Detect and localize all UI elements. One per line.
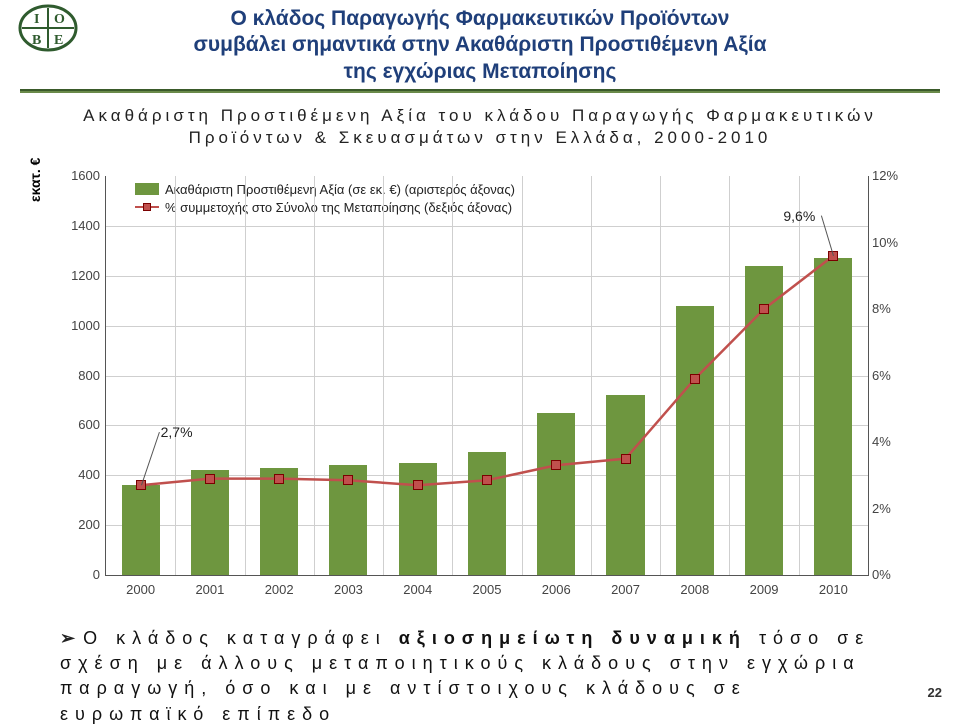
title-line-3: της εγχώριας Μεταποίησης [100, 59, 860, 85]
footer-text-part: Ο κλάδος καταγράφει [83, 628, 399, 648]
y-right-tick: 8% [872, 301, 912, 316]
callout-label: 9,6% [783, 208, 815, 224]
y-right-tick: 10% [872, 235, 912, 250]
slide: I O B E Ο κλάδος Παραγωγής Φαρμακευτικών… [0, 0, 960, 708]
x-tick: 2009 [739, 582, 789, 597]
callout-label: 2,7% [161, 424, 193, 440]
y-left-tick: 400 [54, 467, 100, 482]
title-rule [20, 89, 940, 93]
svg-text:E: E [54, 33, 63, 48]
iobe-logo: I O B E [18, 4, 78, 52]
title-block: Ο κλάδος Παραγωγής Φαρμακευτικών Προϊόντ… [20, 6, 940, 85]
x-tick: 2010 [808, 582, 858, 597]
x-tick: 2005 [462, 582, 512, 597]
line-marker [621, 454, 631, 464]
line-marker [413, 480, 423, 490]
line-marker [551, 460, 561, 470]
title-line-1: Ο κλάδος Παραγωγής Φαρμακευτικών Προϊόντ… [100, 6, 860, 32]
y-right-tick: 12% [872, 168, 912, 183]
line-marker [343, 475, 353, 485]
x-tick: 2001 [185, 582, 235, 597]
x-tick: 2002 [254, 582, 304, 597]
line-marker [136, 480, 146, 490]
chart-subheading-2: Προϊόντων & Σκευασμάτων στην Ελλάδα, 200… [0, 128, 960, 148]
y-right-tick: 6% [872, 368, 912, 383]
y-left-tick: 1600 [54, 168, 100, 183]
bullet-arrow-icon: ➢ [60, 628, 83, 648]
chart: εκατ. € Ακαθάριστη Προστιθέμενη Αξία (σε… [45, 166, 915, 606]
y-left-tick: 1200 [54, 268, 100, 283]
footer-note: ➢Ο κλάδος καταγράφει αξιοσημείωτη δυναμι… [60, 626, 900, 727]
y-left-tick: 600 [54, 417, 100, 432]
svg-text:B: B [32, 33, 41, 48]
plot-area: 020040060080010001200140016000%2%4%6%8%1… [105, 176, 869, 576]
line-marker [690, 374, 700, 384]
svg-text:O: O [54, 12, 65, 27]
x-tick: 2008 [670, 582, 720, 597]
chart-subheading-1: Ακαθάριστη Προστιθέμενη Αξία του κλάδου … [0, 105, 960, 126]
y-axis-label: εκατ. € [27, 158, 43, 202]
y-left-tick: 0 [54, 567, 100, 582]
line-marker [482, 475, 492, 485]
y-right-tick: 0% [872, 567, 912, 582]
y-right-tick: 2% [872, 501, 912, 516]
line-marker [274, 474, 284, 484]
x-tick: 2000 [116, 582, 166, 597]
y-left-tick: 800 [54, 368, 100, 383]
y-right-tick: 4% [872, 434, 912, 449]
x-tick: 2003 [323, 582, 373, 597]
line-marker [759, 304, 769, 314]
title-line-2: συμβάλει σημαντικά στην Ακαθάριστη Προστ… [100, 32, 860, 58]
y-left-tick: 1400 [54, 218, 100, 233]
header: I O B E Ο κλάδος Παραγωγής Φαρμακευτικών… [0, 0, 960, 95]
x-tick: 2004 [393, 582, 443, 597]
x-tick: 2006 [531, 582, 581, 597]
line-series [106, 176, 868, 575]
y-left-tick: 200 [54, 517, 100, 532]
x-tick: 2007 [601, 582, 651, 597]
page-number: 22 [928, 685, 942, 700]
svg-text:I: I [34, 12, 39, 27]
footer-text-part: αξιοσημείωτη δυναμική [399, 628, 747, 648]
line-marker [205, 474, 215, 484]
y-left-tick: 1000 [54, 318, 100, 333]
